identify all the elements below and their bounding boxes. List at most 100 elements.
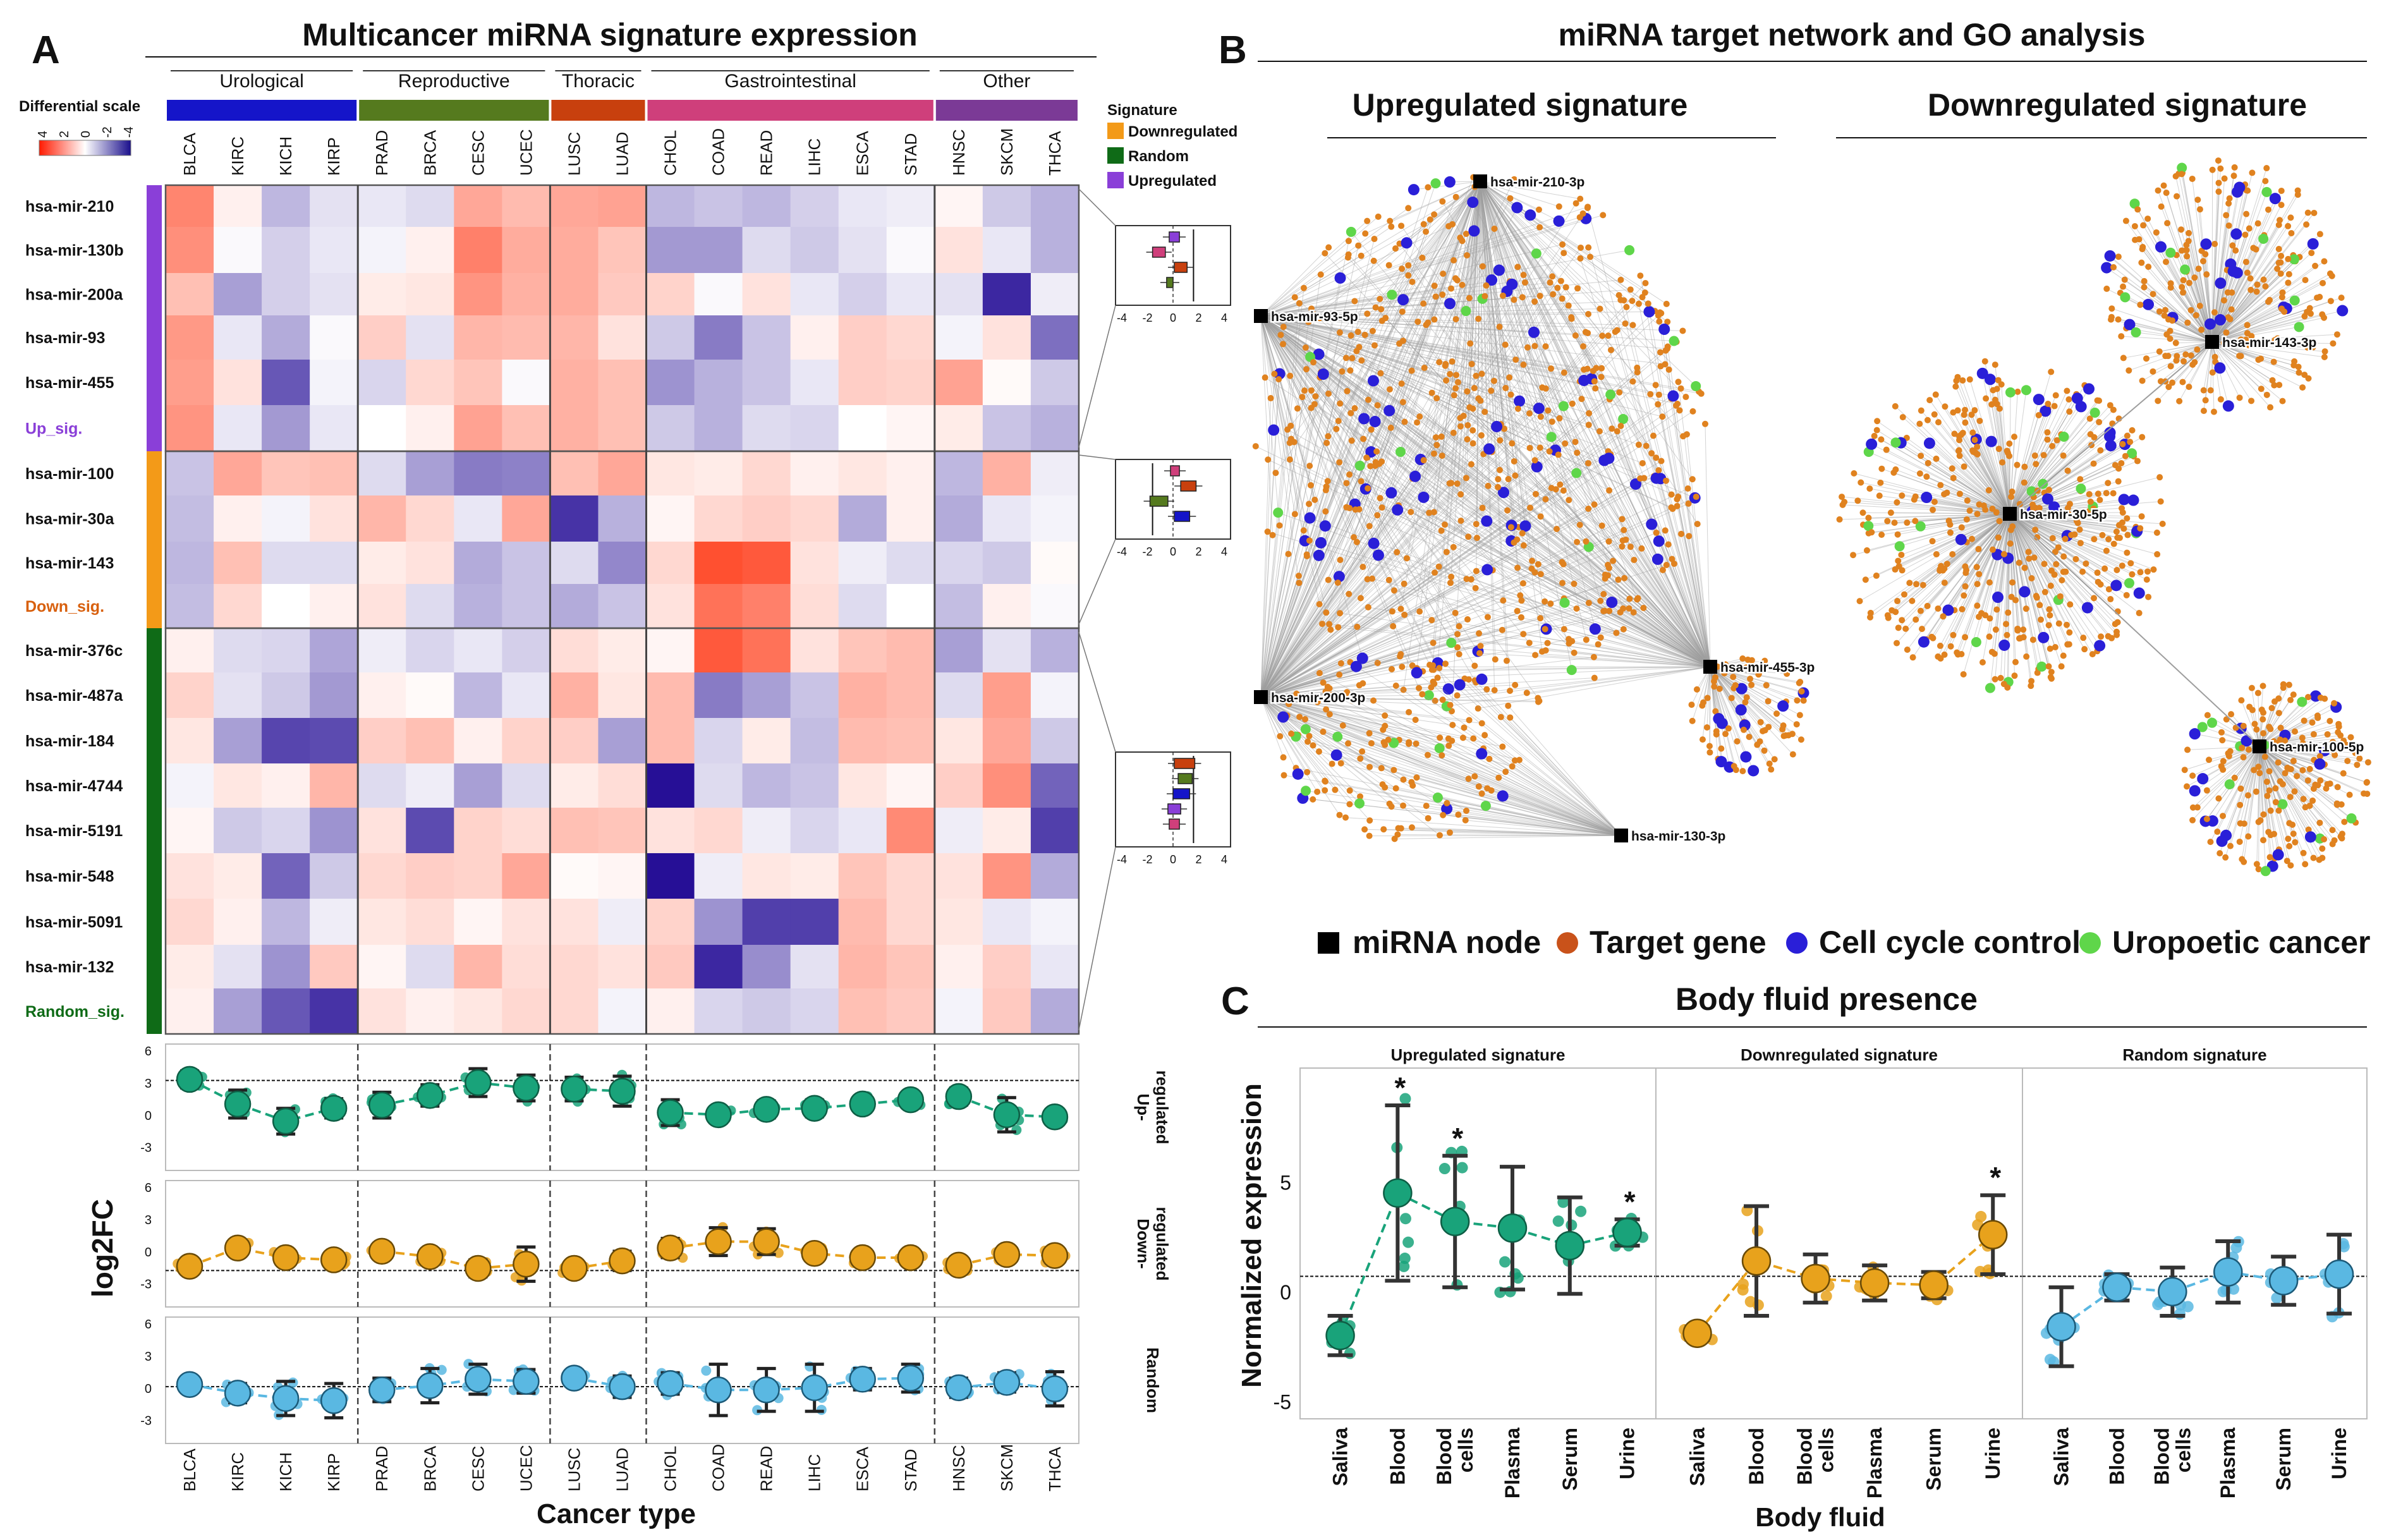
network-edge-up-main-545 (1260, 284, 1462, 317)
heatmap-cell-hsa-mir-4744-read (742, 763, 791, 808)
heatmap-cell-hsa-mir-548-lusc (550, 853, 599, 899)
network-edge-down-30-79 (1920, 455, 2010, 514)
network-node-target-gene-up-main-174 (1425, 184, 1432, 191)
network-edge-up-main-68 (1480, 181, 1638, 600)
row-label-hsa-mir-132: hsa-mir-132 (25, 959, 114, 976)
network-edge-up-low-48 (1260, 696, 1452, 741)
column-label-read: READ (757, 130, 776, 176)
network-edge-down-143-274 (2211, 341, 2303, 388)
network-edge-up-main-163 (1382, 507, 1711, 667)
heatmap-cell-hsa-mir-143-kich (262, 542, 310, 585)
network-node-target-gene-up-main-252 (1592, 385, 1599, 392)
network-edge-up-main-611 (1478, 319, 1711, 667)
network-edge-up-main-146 (1260, 547, 1454, 698)
network-node-target-gene-up-455-89 (1748, 657, 1755, 664)
dotplot-mean-random-lihc (801, 1374, 828, 1402)
network-edge-down-100-18 (2206, 746, 2260, 791)
network-node-uropoetic-gene-up-main-689 (1387, 289, 1397, 300)
network-edge-up-main-659 (1545, 499, 1711, 667)
heatmap-cell-hsa-mir-5091-stad (886, 899, 935, 945)
network-node-target-gene-up-main-445 (1347, 367, 1354, 374)
network-node-cell-cycle-gene-up-main-640 (1409, 470, 1421, 482)
network-edge-up-low-58 (1260, 696, 1308, 773)
network-node-target-gene-down-100-92 (2214, 829, 2221, 835)
network-edge-down-143-48 (2211, 341, 2261, 360)
network-edge-down-143-200 (2118, 256, 2213, 343)
network-node-target-gene-down-30-249 (1928, 633, 1935, 640)
network-node-target-gene-down-100-144 (2319, 845, 2326, 852)
network-node-target-gene-down-143-165 (2294, 187, 2301, 194)
network-node-cell-cycle-gene-down-30-74 (2105, 440, 2117, 452)
heatmap-cell-hsa-mir-200a-kirc (214, 273, 262, 316)
network-node-target-gene-down-30-472 (2077, 540, 2084, 547)
network-edge-down-30-36 (2009, 399, 2040, 514)
network-node-target-gene-up-low-154 (1502, 768, 1509, 775)
network-node-target-gene-up-main-543 (1468, 461, 1475, 468)
network-node-target-gene-up-main-391 (1473, 372, 1480, 379)
network-node-target-gene-down-143-65 (2220, 297, 2227, 304)
network-node-uropoetic-gene-down-143-272 (2131, 327, 2141, 337)
network-edge-up-main-453 (1260, 315, 1442, 532)
network-node-cell-cycle-gene-up-main-644 (1658, 323, 1670, 335)
network-node-target-gene-down-30-103 (2103, 490, 2110, 497)
network-node-target-gene-down-30-91 (2124, 432, 2131, 439)
heatmap-cell-hsa-mir-455-esca (838, 360, 887, 406)
network-edge-down-30-376 (1961, 513, 2010, 540)
network-edge-up-main-520 (1476, 181, 1481, 538)
network-node-target-gene-up-main-464 (1473, 568, 1480, 574)
network-node-target-gene-down-30-345 (2009, 579, 2016, 586)
network-node-target-gene-down-143-271 (2179, 379, 2186, 386)
scale-tick-2: 0 (79, 131, 93, 138)
network-edge-down-30-207 (1876, 420, 2010, 514)
network-node-target-gene-down-143-147 (2199, 258, 2206, 265)
network-node-target-gene-up-main-96 (1467, 340, 1474, 347)
network-edge-up-main-514 (1260, 677, 1595, 698)
network-node-target-gene-down-143-46 (2275, 221, 2282, 228)
network-node-target-gene-up-main-380 (1337, 557, 1344, 564)
network-edge-down-100-153 (2259, 741, 2333, 747)
network-node-target-gene-up-main-371 (1439, 291, 1446, 298)
network-node-target-gene-up-main-628 (1502, 385, 1509, 392)
network-node-cell-cycle-gene-down-143-59 (2337, 305, 2349, 317)
network-edge-down-30-51 (2009, 456, 2010, 514)
network-node-target-gene-down-143-54 (2285, 222, 2292, 229)
network-edge-up-main-175 (1583, 346, 1711, 667)
network-edge-down-100-133 (2259, 746, 2310, 770)
network-node-target-gene-down-30-53 (1899, 414, 1906, 421)
network-node-target-gene-down-143-181 (2236, 394, 2243, 401)
mini-boxplot-box-1-3 (1174, 511, 1191, 522)
heatmap-cell-hsa-mir-132-kirc (214, 945, 262, 989)
network-edge-up-main-185 (1260, 315, 1548, 411)
network-node-target-gene-down-143-76 (2200, 387, 2207, 394)
heatmap-cell-hsa-mir-455-hnsc (934, 360, 983, 406)
heatmap-cell-hsa-mir-548-lihc (790, 853, 839, 899)
network-node-target-gene-down-143-242 (2157, 378, 2164, 385)
heatmap-cell-down-sig--kich (262, 584, 310, 629)
network-node-target-gene-down-30-326 (1929, 538, 1936, 545)
network-edge-up-main-85 (1260, 315, 1695, 499)
network-node-target-gene-down-100-188 (2220, 758, 2227, 765)
network-edge-up-main-369 (1260, 315, 1674, 397)
mini-boxplot-box-0-1 (1152, 246, 1166, 258)
network-node-cell-cycle-gene-up-455-69 (1735, 704, 1747, 716)
network-node-target-gene-down-30-398 (2116, 535, 2123, 542)
network-edge-up-main-283 (1562, 562, 1711, 667)
heatmap-cell-hsa-mir-200a-brca (406, 273, 454, 316)
network-edge-up-main-577 (1260, 315, 1280, 526)
dotplot-mean-random-chol (657, 1370, 684, 1397)
network-node-target-gene-down-30-413 (1975, 614, 1982, 621)
network-node-target-gene-up-main-706 (1541, 626, 1548, 633)
network-edge-up-main-414 (1260, 207, 1517, 698)
network-node-target-gene-down-30-313 (2096, 497, 2103, 504)
network-edge-down-30-434 (2009, 513, 2112, 638)
network-node-cell-cycle-gene-up-main-472 (1519, 520, 1531, 532)
heatmap-cell-hsa-mir-184-luad (598, 718, 647, 764)
network-node-target-gene-down-30-108 (2016, 559, 2022, 566)
network-node-cell-cycle-gene-up-main-246 (1274, 368, 1286, 380)
network-edge-up-main-539 (1453, 260, 1711, 667)
network-node-cell-cycle-gene-down-143-53 (2101, 262, 2113, 274)
network-node-target-gene-down-100-161 (2271, 830, 2278, 837)
heatmap-cell-hsa-mir-487a-kirc (214, 672, 262, 719)
network-edge-up-main-364 (1480, 181, 1514, 543)
network-node-target-gene-up-main-393 (1615, 576, 1622, 583)
